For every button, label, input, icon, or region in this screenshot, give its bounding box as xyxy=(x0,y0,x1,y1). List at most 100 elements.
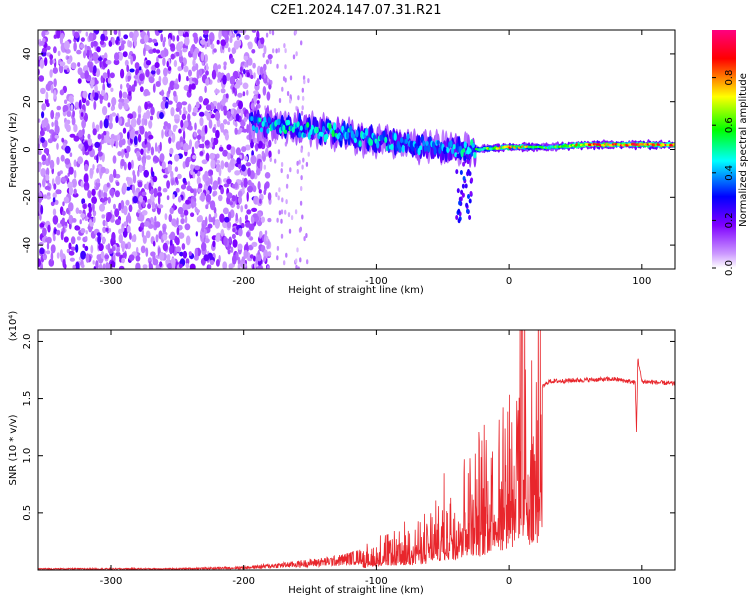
spectrogram-noise-cell xyxy=(53,183,57,190)
spectrogram-noise-cell xyxy=(193,188,197,198)
spectrogram-noise-cell xyxy=(259,66,264,75)
spectrogram-noise-cell xyxy=(61,137,65,143)
spectrogram-noise-cell xyxy=(72,192,79,198)
spectrogram-ridge-cell xyxy=(468,215,472,220)
spectrogram-noise-cell xyxy=(148,76,155,84)
spectrogram-noise-cell xyxy=(186,76,189,82)
spectrogram-noise-cell xyxy=(223,183,230,188)
spectrogram-noise-cell xyxy=(159,251,165,261)
spectrogram-noise-cell xyxy=(101,214,106,219)
spectrogram-noise-cell xyxy=(295,258,298,264)
y-tick-label: 40 xyxy=(22,48,33,61)
spectrogram-noise-cell xyxy=(41,47,48,53)
spectrogram-noise-cell xyxy=(87,138,93,146)
spectrogram-ridge-cell xyxy=(457,208,461,214)
spectrogram-noise-cell xyxy=(204,140,210,146)
spectrogram-noise-cell xyxy=(73,188,77,195)
snr-y-ticks: 0.5 1.0 1.5 2.0 xyxy=(22,333,675,521)
spectrogram-noise-cell xyxy=(235,113,240,122)
spectrogram-noise-cell xyxy=(115,39,119,45)
spectrogram-noise-cell xyxy=(280,218,283,224)
spectrogram-noise-cell xyxy=(188,251,192,256)
spectrogram-noise-cell xyxy=(179,263,183,268)
spectrogram-noise-cell xyxy=(39,40,45,46)
spectrogram-noise-cell xyxy=(79,219,82,225)
spectrogram-noise-cell xyxy=(277,149,281,155)
spectrogram-noise-cell xyxy=(175,237,180,246)
spectrogram-noise-cell xyxy=(126,145,131,153)
spectrogram-noise-cell xyxy=(126,225,131,234)
spectrogram-noise-cell xyxy=(132,170,136,177)
spectrogram-noise-cell xyxy=(129,137,133,144)
spectrogram-noise-cell xyxy=(42,227,47,237)
spectrogram-noise-cell xyxy=(204,124,208,134)
spectrogram-noise-cell xyxy=(263,164,266,170)
spectrogram-noise-cell xyxy=(83,173,89,184)
spectrogram-noise-cell xyxy=(178,224,183,231)
spectrogram-noise-cell xyxy=(38,118,41,123)
spectrogram-noise-cell xyxy=(150,70,156,75)
spectrogram-noise-cell xyxy=(69,133,76,138)
spectrogram-ridge-cell xyxy=(384,136,388,144)
spectrogram-noise-cell xyxy=(87,133,91,140)
spectrogram-noise-cell xyxy=(39,58,45,69)
spectrogram-noise-cell xyxy=(188,125,193,131)
spectrogram-noise-cell xyxy=(89,49,93,58)
spectrogram-noise-cell xyxy=(212,192,216,197)
spectrogram-noise-cell xyxy=(204,85,207,93)
spectrogram-noise-cell xyxy=(294,30,298,35)
spectrogram-noise-cell xyxy=(157,195,161,205)
spectrogram-noise-cell xyxy=(115,251,121,257)
spectrogram-noise-cell xyxy=(307,78,310,84)
spectrogram-noise-cell xyxy=(196,69,200,80)
spectrogram-noise-cell xyxy=(277,47,281,53)
spectrogram-noise-cell xyxy=(233,30,238,34)
spectrogram-noise-cell xyxy=(127,161,132,171)
spectrogram-noise-cell xyxy=(178,128,182,134)
spectrogram-noise-cell xyxy=(238,127,243,132)
spectrogram-noise-cell xyxy=(43,194,47,199)
spectrogram-noise-cell xyxy=(77,62,81,67)
spectrogram-noise-cell xyxy=(178,232,185,239)
spectrogram-noise-cell xyxy=(278,210,282,216)
spectrogram-noise-cell xyxy=(68,214,74,225)
spectrogram-noise-cell xyxy=(106,182,110,188)
spectrogram-noise-cell xyxy=(175,187,180,193)
spectrogram-noise-cell xyxy=(142,235,147,244)
spectrogram-noise-cell xyxy=(244,214,249,222)
spectrogram-noise-cell xyxy=(80,112,84,117)
spectrogram-noise-cell xyxy=(113,168,117,179)
spectrogram-noise-cell xyxy=(56,223,62,228)
spectrogram-noise-cell xyxy=(269,30,272,35)
spectrogram-ridge-cell xyxy=(365,128,369,136)
spectrogram-noise-cell xyxy=(265,147,269,157)
spectrogram-noise-cell xyxy=(40,137,45,143)
spectrogram-noise-cell xyxy=(118,30,121,38)
spectrogram-noise-cell xyxy=(286,174,289,179)
spectrogram-noise-cell xyxy=(204,41,208,50)
spectrogram-noise-cell xyxy=(224,132,229,141)
spectrogram-noise-cell xyxy=(102,237,106,243)
spectrogram-noise-cell xyxy=(103,93,108,101)
spectrogram-noise-cell xyxy=(227,152,231,160)
spectrogram-noise-cell xyxy=(207,39,211,48)
spectrogram-noise-cell xyxy=(208,213,212,223)
spectrogram-noise-cell xyxy=(301,105,304,111)
spectrogram-noise-cell xyxy=(238,100,243,110)
spectrogram-noise-cell xyxy=(137,169,140,177)
spectrogram-noise-cell xyxy=(193,131,197,137)
spectrogram-noise-cell xyxy=(205,70,209,76)
spectrogram-noise-cell xyxy=(228,236,232,244)
spectrogram-noise-cell xyxy=(73,159,77,167)
spectrogram-noise-cell xyxy=(239,216,242,226)
spectrogram-noise-cell xyxy=(73,169,77,179)
spectrogram-noise-cell xyxy=(265,59,269,65)
spectrogram-y-label: Frequency (Hz) xyxy=(8,112,19,188)
spectrogram-ridge-cell xyxy=(369,139,373,146)
spectrogram-noise-cell xyxy=(238,227,243,237)
spectrogram-noise-cell xyxy=(244,204,248,209)
spectrogram-noise-cell xyxy=(148,182,152,192)
spectrogram-ridge-cell xyxy=(253,116,257,124)
spectrogram-ridge-cell xyxy=(291,126,295,133)
spectrogram-noise-cell xyxy=(227,121,230,126)
